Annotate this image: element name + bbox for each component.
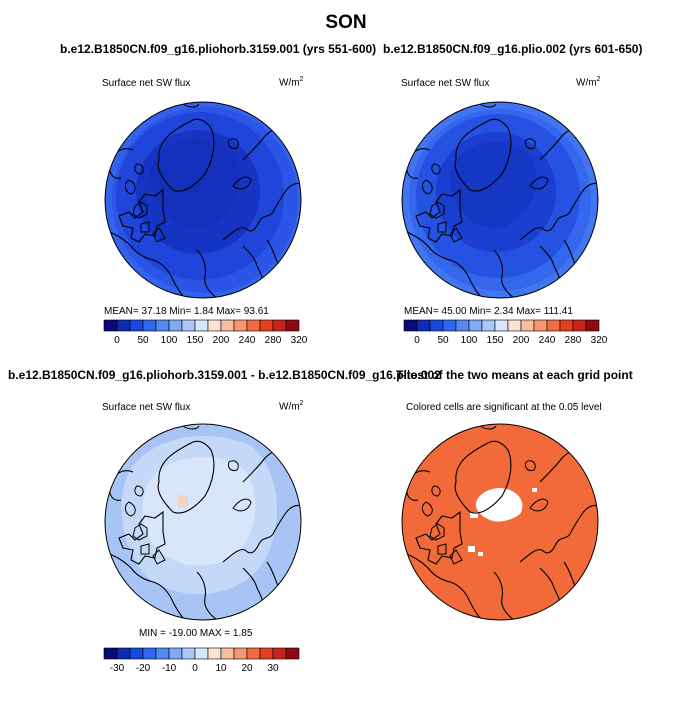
- colorbar-tick-label: 320: [591, 335, 608, 346]
- colorbar-cell: [142, 647, 157, 660]
- colorbar-tick-label: 200: [213, 335, 230, 346]
- colorbar-tick-label: 240: [539, 335, 556, 346]
- colorbar-cell: [207, 319, 222, 332]
- panel3-stats: MIN = -19.00 MAX = 1.85: [139, 628, 253, 639]
- colorbar-cell: [494, 319, 509, 332]
- colorbar-cell: [194, 647, 209, 660]
- colorbar-cell: [116, 647, 131, 660]
- colorbar-tick-label: 200: [513, 335, 530, 346]
- colorbar-cell: [533, 319, 548, 332]
- colorbar-cell: [259, 647, 274, 660]
- panel3-variable-label: Surface net SW flux: [102, 402, 191, 413]
- colorbar-tick-label: 150: [187, 335, 204, 346]
- colorbar-tick-label: 100: [161, 335, 178, 346]
- colorbar-cell: [285, 647, 300, 660]
- figure-title: SON: [325, 12, 367, 33]
- colorbar-cell: [129, 319, 144, 332]
- panel1-title: b.e12.B1850CN.f09_g16.pliohorb.3159.001 …: [60, 42, 377, 56]
- panel2-stats: MEAN= 45.00 Min= 2.34 Max= 111.41: [404, 306, 573, 317]
- colorbar-cell: [272, 647, 287, 660]
- panel1-colorbar: 0 50 100 150 200 240 280 320: [103, 319, 308, 346]
- colorbar-cell: [285, 319, 300, 332]
- colorbar-cell: [559, 319, 574, 332]
- colorbar-tick-label: 150: [487, 335, 504, 346]
- panel2-map: [401, 101, 599, 299]
- colorbar-tick-label: -30: [110, 663, 125, 674]
- colorbar-cell: [220, 647, 235, 660]
- panel2-variable-label: Surface net SW flux: [401, 78, 490, 89]
- colorbar-cell: [233, 647, 248, 660]
- colorbar-cell: [546, 319, 561, 332]
- colorbar-cell: [103, 647, 118, 660]
- colorbar-tick-label: 0: [414, 335, 420, 346]
- colorbar-cell: [181, 319, 196, 332]
- colorbar-tick-label: 280: [265, 335, 282, 346]
- colorbar-cell: [129, 647, 144, 660]
- colorbar-cell: [116, 319, 131, 332]
- colorbar-cell: [429, 319, 444, 332]
- colorbar-tick-label: 240: [239, 335, 256, 346]
- colorbar-cell: [246, 647, 261, 660]
- colorbar-cell: [194, 319, 209, 332]
- panel4-title: T-test of the two means at each grid poi…: [396, 368, 633, 382]
- colorbar-cell: [572, 319, 587, 332]
- colorbar-cell: [168, 319, 183, 332]
- colorbar-cell: [442, 319, 457, 332]
- colorbar-cell: [585, 319, 600, 332]
- colorbar-cell: [142, 319, 157, 332]
- panel3-colorbar: -30 -20 -10 0 10 20 30: [103, 647, 300, 674]
- colorbar-cell: [520, 319, 535, 332]
- colorbar-tick-label: 100: [461, 335, 478, 346]
- colorbar-cell: [155, 647, 170, 660]
- panel1-map: [104, 101, 302, 299]
- colorbar-tick-label: 320: [291, 335, 308, 346]
- colorbar-cell: [416, 319, 431, 332]
- colorbar-cell: [507, 319, 522, 332]
- colorbar-cell: [155, 319, 170, 332]
- panel4-map: [401, 423, 599, 621]
- colorbar-tick-label: 50: [437, 335, 449, 346]
- colorbar-tick-label: 0: [192, 663, 198, 674]
- colorbar-tick-label: 30: [267, 663, 279, 674]
- colorbar-cell: [246, 319, 261, 332]
- panel3-units: W/m2: [279, 400, 304, 413]
- colorbar-cell: [259, 319, 274, 332]
- colorbar-cell: [207, 647, 222, 660]
- colorbar-tick-label: 280: [565, 335, 582, 346]
- colorbar-cell: [455, 319, 470, 332]
- panel2-units: W/m2: [576, 76, 601, 89]
- panel3-title: b.e12.B1850CN.f09_g16.pliohorb.3159.001 …: [8, 368, 441, 382]
- panel2-colorbar: 0 50 100 150 200 240 280 320: [403, 319, 608, 346]
- colorbar-cell: [220, 319, 235, 332]
- colorbar-cell: [403, 319, 418, 332]
- panel1-units: W/m2: [279, 76, 304, 89]
- colorbar-cell: [168, 647, 183, 660]
- colorbar-tick-label: 0: [114, 335, 120, 346]
- colorbar-cell: [481, 319, 496, 332]
- panel3-map: [104, 423, 302, 621]
- colorbar-tick-label: -10: [162, 663, 177, 674]
- colorbar-cell: [103, 319, 118, 332]
- colorbar-tick-label: 50: [137, 335, 149, 346]
- colorbar-tick-label: 10: [215, 663, 227, 674]
- panel4-annotation: Colored cells are significant at the 0.0…: [406, 402, 602, 413]
- colorbar-cell: [181, 647, 196, 660]
- panel2-title: b.e12.B1850CN.f09_g16.plio.002 (yrs 601-…: [383, 42, 643, 56]
- panel1-variable-label: Surface net SW flux: [102, 78, 191, 89]
- colorbar-tick-label: 20: [241, 663, 253, 674]
- colorbar-cell: [272, 319, 287, 332]
- panel1-stats: MEAN= 37.18 Min= 1.84 Max= 93.61: [104, 306, 269, 317]
- colorbar-tick-label: -20: [136, 663, 151, 674]
- colorbar-cell: [468, 319, 483, 332]
- colorbar-cell: [233, 319, 248, 332]
